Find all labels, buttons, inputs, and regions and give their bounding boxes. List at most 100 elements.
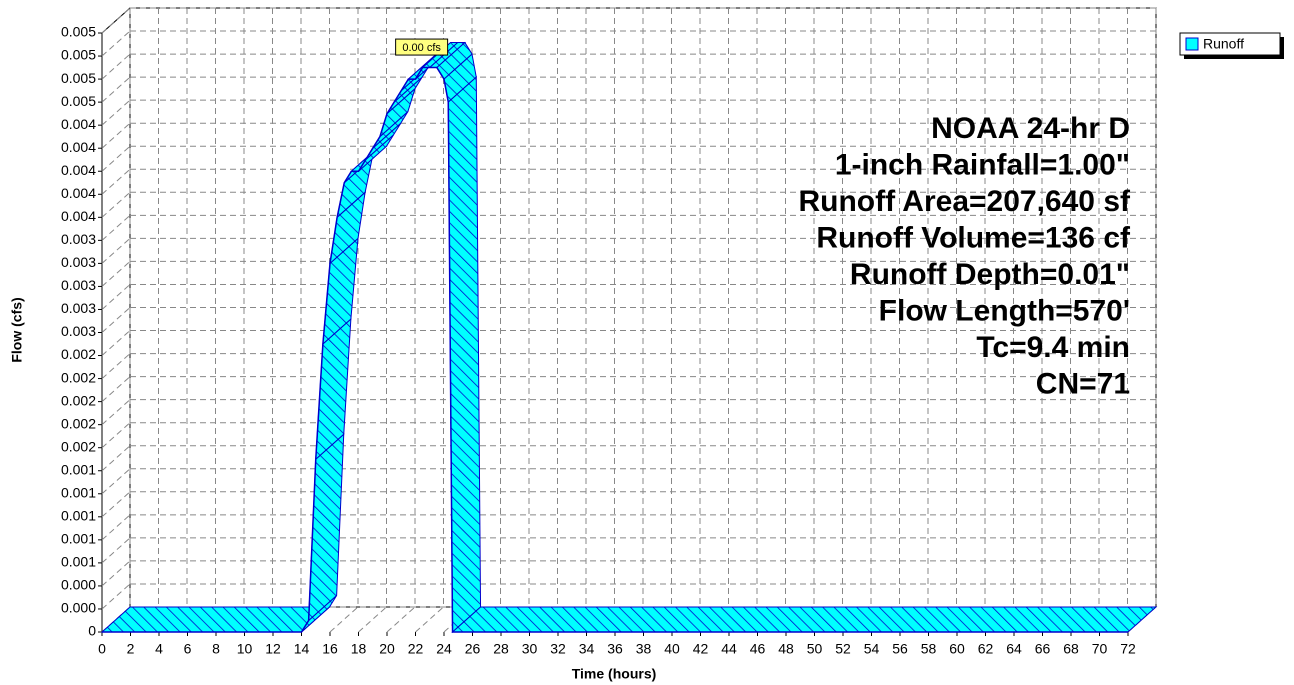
info-line: Runoff Depth=0.01" <box>850 258 1130 291</box>
x-tick-label: 20 <box>379 641 395 657</box>
info-line: CN=71 <box>1036 367 1130 400</box>
grid-line <box>101 537 131 564</box>
y-tick-label: 0.002 <box>61 392 96 408</box>
y-tick-label: 0.003 <box>61 231 96 247</box>
x-tick-label: 50 <box>807 641 823 657</box>
y-tick-label: 0.000 <box>61 600 96 616</box>
y-tick-label: 0.004 <box>61 139 96 155</box>
x-tick-label: 54 <box>864 641 880 657</box>
grid-line <box>101 445 131 472</box>
y-tick-label: 0.002 <box>61 438 96 454</box>
x-tick-label: 34 <box>579 641 595 657</box>
grid-line <box>101 7 131 34</box>
x-tick-label: 14 <box>294 641 310 657</box>
x-tick-label: 38 <box>636 641 652 657</box>
y-tick-label: 0.005 <box>61 47 96 63</box>
y-tick-label: 0.004 <box>61 185 96 201</box>
x-tick-label: 70 <box>1092 641 1108 657</box>
info-line: 1-inch Rainfall=1.00" <box>835 148 1130 181</box>
y-tick-label: 0.003 <box>61 277 96 293</box>
annotation-box <box>395 38 449 56</box>
x-tick-label: 2 <box>127 641 135 657</box>
x-tick-label: 64 <box>1006 641 1022 657</box>
y-tick-label: 0.003 <box>61 300 96 316</box>
x-tick-label: 56 <box>892 641 908 657</box>
y-axis-title: Flow (cfs) <box>9 297 25 362</box>
grid-line <box>101 376 131 402</box>
legend-swatch <box>1185 37 1199 51</box>
x-tick-label: 58 <box>921 641 937 657</box>
annotation: 0.00 cfs <box>402 42 441 54</box>
info-line: Tc=9.4 min <box>976 331 1130 364</box>
y-tick-label: 0.001 <box>61 554 96 570</box>
x-tick-label: 22 <box>408 641 424 657</box>
grid-line <box>101 560 131 587</box>
x-tick-label: 42 <box>693 641 709 657</box>
x-tick-label: 18 <box>351 641 367 657</box>
grid-line <box>101 330 131 356</box>
grid-line <box>101 399 131 426</box>
x-tick-label: 62 <box>978 641 994 657</box>
x-tick-label: 4 <box>155 641 163 657</box>
y-tick-label: 0.003 <box>61 323 96 339</box>
x-tick-label: 28 <box>493 641 509 657</box>
x-tick-label: 36 <box>607 641 623 657</box>
x-tick-label: 0 <box>98 641 106 657</box>
x-tick-label: 12 <box>265 641 281 657</box>
ribbon-face <box>100 606 331 633</box>
y-tick-label: 0.004 <box>61 116 96 132</box>
x-tick-label: 16 <box>322 641 338 657</box>
grid-line <box>101 76 131 103</box>
x-tick-label: 72 <box>1120 641 1136 657</box>
y-tick-label: 0.005 <box>61 24 96 40</box>
x-tick-label: 26 <box>465 641 481 657</box>
y-tick-label: 0.002 <box>61 346 96 362</box>
grid-line <box>101 307 131 333</box>
grid-line <box>101 214 131 241</box>
x-tick-label: 44 <box>721 641 737 657</box>
y-tick-label: 0.003 <box>61 254 96 270</box>
y-tick-label: 0.002 <box>61 415 96 431</box>
info-line: Runoff Area=207,640 sf <box>798 185 1131 218</box>
x-tick-label: 48 <box>778 641 794 657</box>
y-tick-label: 0.000 <box>61 577 96 593</box>
x-axis-title: Time (hours) <box>572 666 657 682</box>
grid-line <box>101 514 131 541</box>
grid-line <box>415 606 444 633</box>
grid-line <box>101 468 131 495</box>
grid-line <box>386 606 416 633</box>
info-line: NOAA 24-hr D <box>931 112 1130 145</box>
x-tick-label: 40 <box>664 641 680 657</box>
grid-line <box>101 122 131 149</box>
y-tick-label: 0.005 <box>61 70 96 86</box>
legend-box <box>1179 32 1281 56</box>
grid-line <box>101 353 131 379</box>
grid-line <box>101 145 131 172</box>
ribbon-face <box>451 606 1158 633</box>
series-ribbon <box>100 41 1158 634</box>
grid-line <box>101 261 131 287</box>
grid-line <box>101 168 131 195</box>
y-tick-label: 0.001 <box>61 484 96 500</box>
info-line: Runoff Volume=136 cf <box>816 221 1131 254</box>
ribbon-face <box>447 76 482 634</box>
x-tick-label: 60 <box>949 641 965 657</box>
x-tick-label: 24 <box>436 641 452 657</box>
x-tick-label: 8 <box>212 641 220 657</box>
series-line <box>102 66 1128 633</box>
grid-line <box>101 30 131 57</box>
left-wall-edge <box>101 7 131 632</box>
x-tick-label: 46 <box>750 641 766 657</box>
y-tick-label: 0.001 <box>61 531 96 547</box>
x-tick-label: 6 <box>184 641 192 657</box>
y-tick-label: 0.004 <box>61 162 96 178</box>
y-tick-label: 0.004 <box>61 208 96 224</box>
x-tick-label: 52 <box>835 641 851 657</box>
grid-line <box>101 583 131 610</box>
grid-line <box>101 422 131 449</box>
legend-label: Runoff <box>1203 36 1244 52</box>
info-line: Flow Length=570' <box>879 294 1130 327</box>
x-tick-label: 30 <box>522 641 538 657</box>
grid-line <box>358 606 387 633</box>
